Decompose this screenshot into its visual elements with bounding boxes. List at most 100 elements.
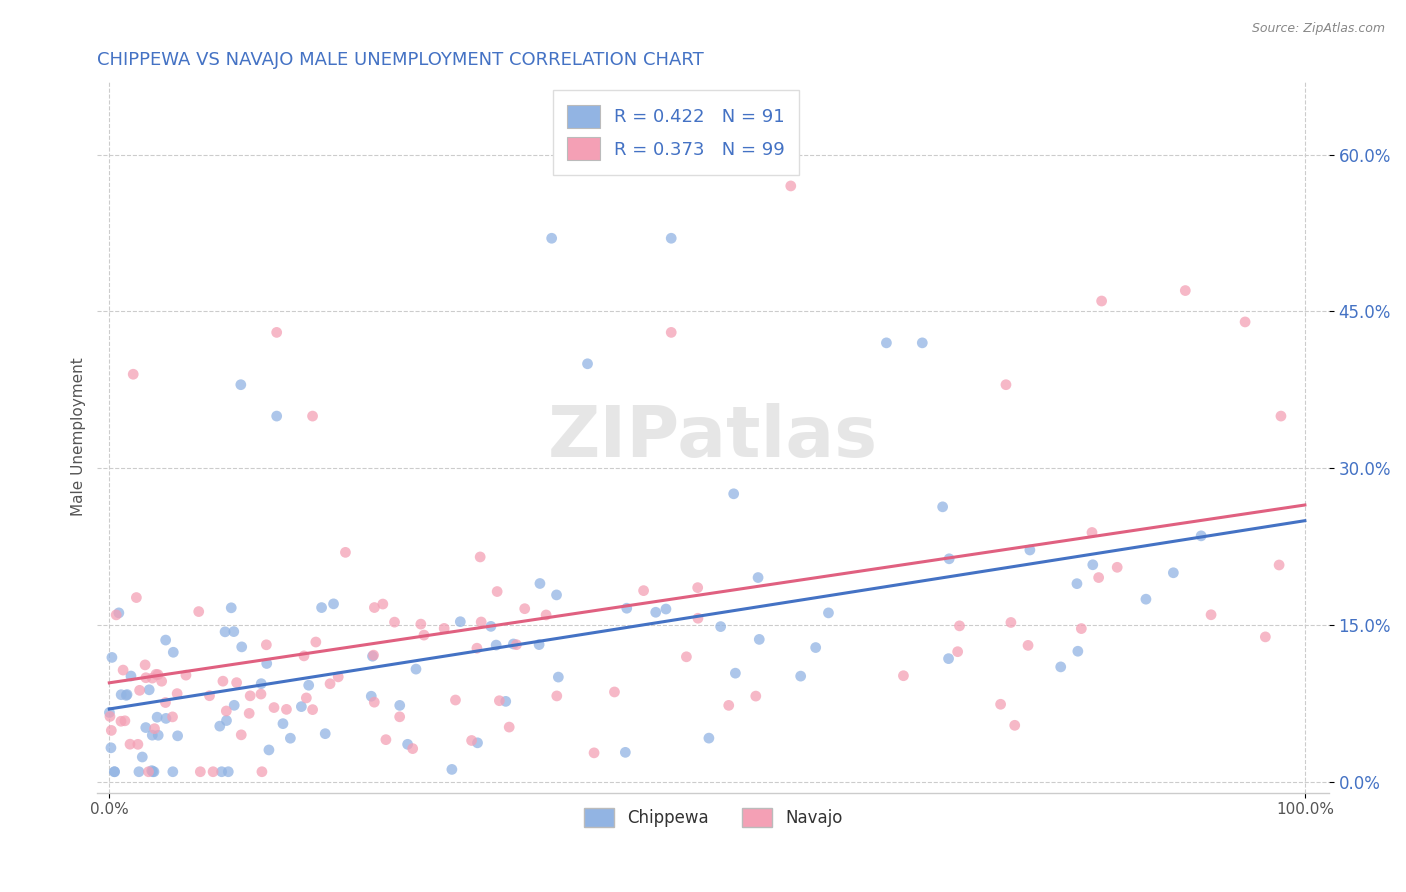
Point [187,605,209,619]
Point [1135,592,1157,607]
Point [465,641,488,656]
Point [931,500,953,514]
Point [990,698,1012,712]
Point [388,710,411,724]
Point [202,764,225,779]
Point [479,619,502,633]
Point [361,649,384,664]
Point [322,597,344,611]
Point [134,657,156,672]
Point [298,678,321,692]
Point [911,335,934,350]
Point [384,615,406,629]
Point [486,584,509,599]
Point [697,731,720,745]
Point [363,648,385,662]
Point [98,706,121,720]
Point [513,601,536,615]
Point [98,709,121,723]
Point [212,674,235,689]
Point [105,607,128,622]
Point [266,409,288,423]
Point [118,737,141,751]
Point [222,624,245,639]
Point [534,607,557,622]
Point [138,682,160,697]
Point [217,764,239,779]
Point [211,764,233,779]
Point [174,668,197,682]
Point [1234,315,1257,329]
Point [817,606,839,620]
Point [214,624,236,639]
Y-axis label: Male Unemployment: Male Unemployment [72,358,86,516]
Point [224,698,246,713]
Point [444,693,467,707]
Point [1270,409,1292,423]
Point [529,576,551,591]
Point [402,741,425,756]
Point [290,699,312,714]
Point [229,377,252,392]
Point [305,635,328,649]
Point [257,743,280,757]
Point [112,663,135,677]
Point [231,728,253,742]
Point [215,704,238,718]
Point [162,645,184,659]
Point [1107,560,1129,574]
Point [893,669,915,683]
Point [659,231,682,245]
Point [120,669,142,683]
Point [470,615,492,629]
Point [1091,293,1114,308]
Point [779,178,801,193]
Point [225,675,247,690]
Point [115,688,138,702]
Point [546,588,568,602]
Point [100,740,122,755]
Point [145,667,167,681]
Point [254,638,277,652]
Point [946,645,969,659]
Point [460,733,482,747]
Point [263,700,285,714]
Point [141,671,163,685]
Point [301,703,323,717]
Point [1254,630,1277,644]
Point [1163,566,1185,580]
Point [710,619,733,633]
Point [188,764,211,779]
Point [142,764,165,779]
Point [328,670,350,684]
Point [1081,558,1104,572]
Point [413,628,436,642]
Point [219,600,242,615]
Point [198,689,221,703]
Point [644,605,666,619]
Point [374,732,396,747]
Point [396,737,419,751]
Point [110,714,132,729]
Point [1070,622,1092,636]
Point [745,689,768,703]
Point [485,638,508,652]
Point [655,602,678,616]
Point [166,687,188,701]
Point [363,695,385,709]
Point [633,583,655,598]
Point [488,694,510,708]
Point [789,669,811,683]
Point [540,231,562,245]
Point [101,650,124,665]
Point [276,702,298,716]
Point [311,600,333,615]
Point [440,763,463,777]
Point [948,619,970,633]
Point [301,409,323,423]
Point [502,637,524,651]
Point [363,600,385,615]
Point [409,617,432,632]
Point [166,729,188,743]
Point [724,666,747,681]
